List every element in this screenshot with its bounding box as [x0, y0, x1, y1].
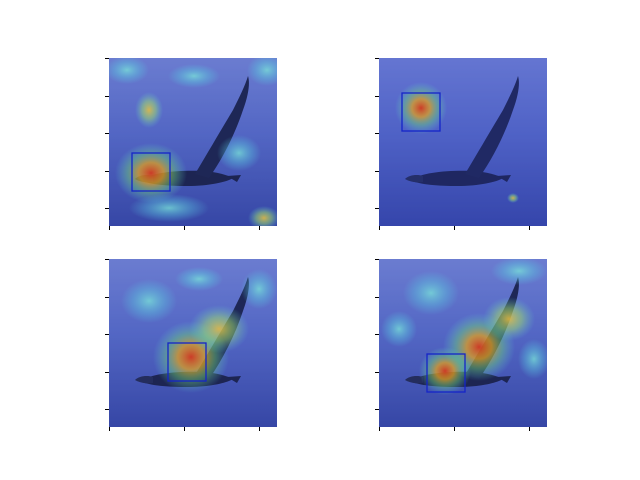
saliency-panel-bottom-left	[109, 259, 277, 427]
bird-photo-with-heatmap	[109, 58, 277, 226]
saliency-panel-bottom-right	[379, 259, 547, 427]
attention-box	[131, 152, 171, 192]
bird-photo-with-heatmap	[109, 259, 277, 427]
attention-box	[167, 342, 207, 382]
bird-photo-with-heatmap	[379, 58, 547, 226]
attention-box	[401, 92, 441, 132]
attention-box	[426, 353, 466, 393]
saliency-panel-top-left	[109, 58, 277, 226]
bird-photo-with-heatmap	[379, 259, 547, 427]
saliency-panel-top-right	[379, 58, 547, 226]
